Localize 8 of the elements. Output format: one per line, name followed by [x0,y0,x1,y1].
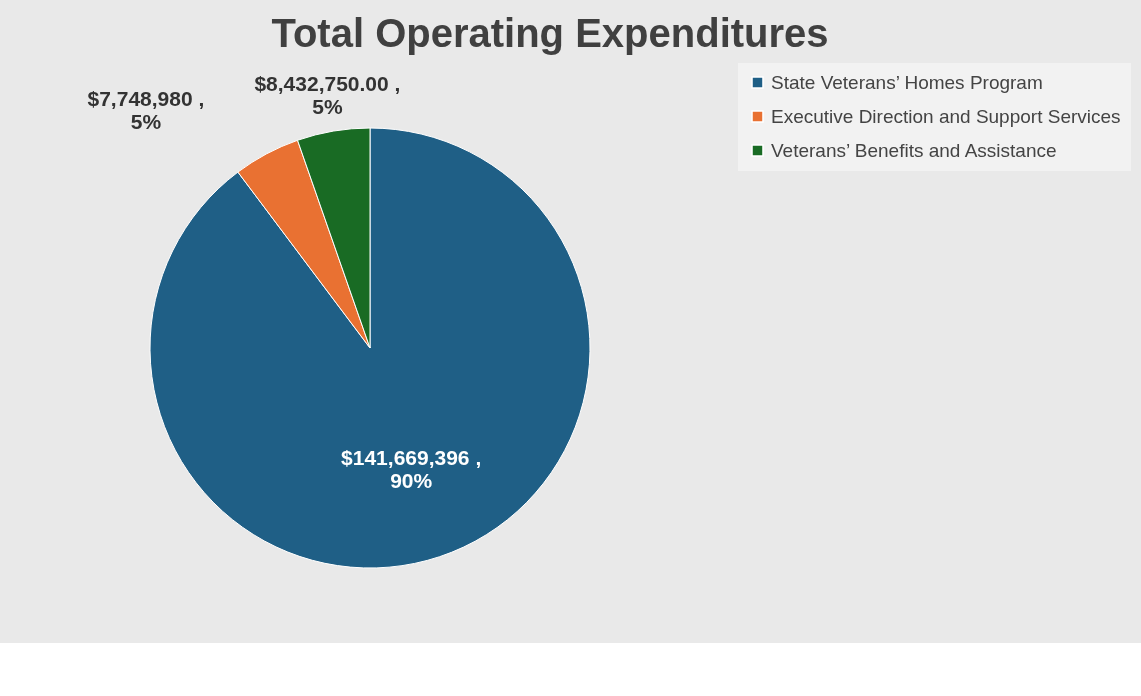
legend-label: State Veterans’ Homes Program [771,71,1043,93]
pie-slice [149,127,591,569]
data-label: $7,748,980 , 5% [87,86,205,133]
legend-label: Executive Direction and Support Services [771,105,1121,127]
data-label: $8,432,750.00 , 5% [254,71,401,118]
chart-title: Total Operating Expenditures [271,11,829,55]
legend-label: Veterans’ Benefits and Assistance [771,139,1057,161]
data-label: $141,669,396 , 90% [341,446,482,493]
